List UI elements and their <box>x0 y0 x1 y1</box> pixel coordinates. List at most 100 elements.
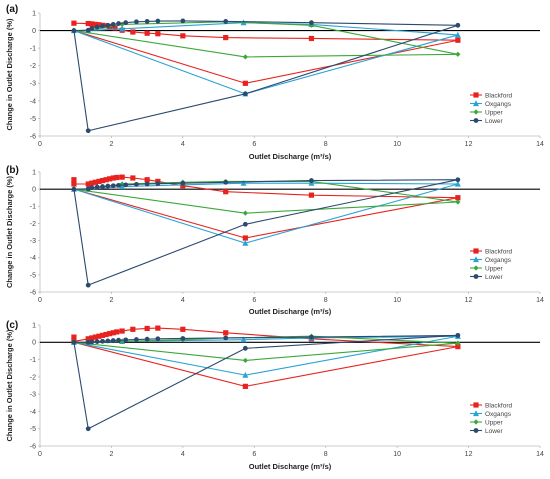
data-point <box>71 334 77 340</box>
data-point <box>103 331 109 338</box>
data-point <box>455 199 461 205</box>
data-point <box>107 331 113 337</box>
data-point <box>92 179 98 185</box>
legend-marker <box>473 248 479 254</box>
legend-marker <box>473 274 479 279</box>
data-point <box>116 337 121 343</box>
data-point <box>455 332 461 338</box>
y-tick-label: 1 <box>32 322 36 329</box>
y-tick-label: -2 <box>30 63 36 70</box>
data-point <box>130 29 136 35</box>
y-tick-label: -3 <box>30 81 36 88</box>
data-point <box>85 282 91 288</box>
data-point <box>130 326 136 332</box>
x-tick-label: 14 <box>536 451 544 458</box>
data-point <box>114 174 120 181</box>
data-point <box>223 35 229 41</box>
data-point <box>180 336 186 341</box>
x-tick-label: 10 <box>393 451 401 458</box>
data-point <box>309 334 314 340</box>
x-tick-label: 0 <box>38 297 42 304</box>
panel-label: (b) <box>6 165 19 176</box>
legend-label: Oxgangs <box>485 257 512 264</box>
y-tick-label: -4 <box>30 409 36 416</box>
data-point <box>107 176 113 182</box>
data-point <box>85 336 91 342</box>
data-point <box>85 128 91 134</box>
data-point <box>240 336 247 343</box>
data-point <box>455 37 461 43</box>
data-point <box>223 330 229 336</box>
series-blackford <box>71 174 461 241</box>
data-point <box>144 336 150 342</box>
y-tick-label: -4 <box>30 255 36 262</box>
data-point <box>89 26 95 31</box>
data-point <box>455 22 461 28</box>
data-point <box>123 182 129 188</box>
data-point <box>71 177 77 183</box>
data-point <box>96 178 102 185</box>
y-tick-label: -6 <box>30 443 36 450</box>
y-axis-label: Change in Outlet Discharge (%) <box>5 175 14 288</box>
legend-marker <box>473 256 479 263</box>
data-point <box>123 337 129 343</box>
data-point <box>309 178 314 183</box>
legend-marker <box>473 118 479 123</box>
y-tick-label: 1 <box>32 169 36 176</box>
data-point <box>223 19 229 24</box>
y-tick-label: -3 <box>30 392 36 399</box>
y-tick-label: -5 <box>30 272 36 279</box>
y-tick-label: 0 <box>32 187 36 194</box>
data-point <box>242 210 248 216</box>
data-point <box>144 325 150 332</box>
x-tick-label: 8 <box>324 297 328 304</box>
data-point <box>242 221 248 227</box>
legend-marker <box>473 410 479 417</box>
data-point <box>71 28 77 33</box>
y-tick-label: -1 <box>30 204 36 211</box>
legend-marker <box>473 428 479 433</box>
y-tick-label: -1 <box>30 357 36 364</box>
data-point <box>116 182 121 188</box>
legend-marker <box>473 265 479 271</box>
data-point <box>455 177 461 183</box>
data-point <box>242 91 248 97</box>
y-tick-label: -1 <box>30 46 36 53</box>
legend-label: Oxgangs <box>485 411 512 418</box>
data-point <box>85 27 91 33</box>
data-point <box>103 177 109 183</box>
legend-marker <box>473 402 479 408</box>
data-point <box>123 20 129 26</box>
data-point <box>105 183 111 189</box>
data-point <box>92 21 98 28</box>
legend-label: Lower <box>485 428 504 435</box>
data-point <box>89 21 95 27</box>
data-point <box>92 334 98 340</box>
data-point <box>100 23 105 29</box>
legend-label: Oxgangs <box>485 101 512 108</box>
legend-marker <box>473 109 479 115</box>
data-point <box>144 30 150 36</box>
data-point <box>89 180 95 186</box>
data-point <box>85 181 91 187</box>
data-point <box>110 175 116 181</box>
data-point <box>155 181 161 187</box>
y-tick-label: -6 <box>30 133 36 140</box>
data-point <box>99 177 106 184</box>
y-tick-label: -5 <box>30 426 36 433</box>
x-tick-label: 14 <box>536 141 544 148</box>
legend-label: Upper <box>485 109 504 116</box>
data-point <box>155 18 161 24</box>
series-oxgangs <box>70 179 461 246</box>
y-axis-label: Change in Outlet Discharge (%) <box>5 18 14 131</box>
legend-marker <box>473 419 479 425</box>
data-point <box>71 181 77 187</box>
legend-label: Blackford <box>485 402 512 409</box>
data-point <box>155 325 161 331</box>
data-point <box>308 35 315 42</box>
data-point <box>144 181 150 187</box>
data-point <box>242 54 248 60</box>
